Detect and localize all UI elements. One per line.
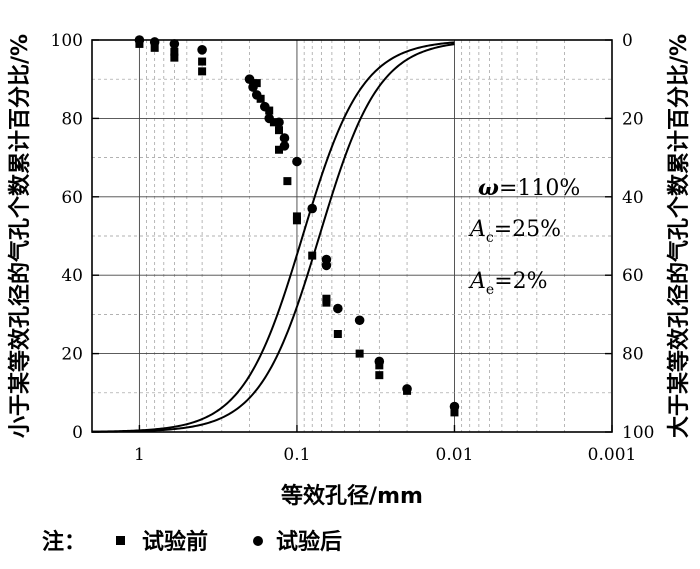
point-after xyxy=(307,203,318,214)
fitted-curve xyxy=(91,41,455,433)
point-before xyxy=(265,106,274,115)
point-before xyxy=(450,408,459,417)
y2-axis-title: 大于某等效孔径的气孔个数累计百分比/% xyxy=(666,34,692,438)
y-tick-label: 100 xyxy=(51,31,83,51)
point-after xyxy=(149,37,160,47)
x-axis-title: 等效孔径/mm xyxy=(281,483,423,509)
point-after xyxy=(244,74,255,84)
point-after xyxy=(197,45,207,55)
point-before xyxy=(170,47,179,56)
point-before xyxy=(283,177,292,186)
point-before xyxy=(274,126,283,135)
point-after xyxy=(449,401,460,412)
point-after xyxy=(402,384,412,394)
point-before xyxy=(308,251,317,260)
y-axis-title: 小于某等效孔径的气孔个数累计百分比/% xyxy=(7,34,33,438)
y2-tick-label: 100 xyxy=(622,423,654,443)
plot-frame xyxy=(91,39,613,433)
point-after xyxy=(264,113,275,124)
point-after xyxy=(248,82,258,92)
x-tick-label: 0.1 xyxy=(283,445,310,465)
legend-item-after: 试验后 xyxy=(276,529,342,555)
annotation-subscript: c xyxy=(486,230,494,246)
y2-tick-label: 40 xyxy=(622,188,644,208)
point-before xyxy=(198,57,207,66)
point-before xyxy=(256,94,265,103)
y-tick-label: 0 xyxy=(72,423,83,443)
point-after xyxy=(292,156,302,167)
point-before xyxy=(333,330,342,338)
annotation-value: =110% xyxy=(499,176,580,201)
y2-tick-label: 80 xyxy=(622,345,644,365)
annotation-subscript: e xyxy=(486,282,494,298)
point-after xyxy=(321,260,332,271)
point-before xyxy=(355,349,364,358)
point-before xyxy=(322,298,331,307)
annotation-symbol: ω xyxy=(478,175,499,201)
point-after xyxy=(251,90,262,100)
point-before xyxy=(375,371,384,380)
point-after xyxy=(279,133,290,143)
annotation-symbol: A xyxy=(468,269,486,294)
y2-tick-label: 60 xyxy=(622,266,644,286)
y-tick-label: 20 xyxy=(61,345,83,365)
annotation-0: ω=110% xyxy=(478,175,580,201)
legend-prefix: 注： xyxy=(42,529,86,555)
point-after xyxy=(279,141,290,151)
y-tick-label: 40 xyxy=(61,266,83,286)
annotation-1: Ac=25% xyxy=(468,217,561,246)
point-after xyxy=(169,39,180,49)
annotation-value: =25% xyxy=(494,217,561,242)
axis-ticks: 0 20 40 60 80 100 0 20 40 60 80 100 1 0.1 0.01 0.001 xyxy=(51,31,655,465)
point-before xyxy=(198,67,207,76)
point-after xyxy=(333,303,343,314)
y-tick-label: 60 xyxy=(61,188,83,208)
x-tick-label: 0.001 xyxy=(588,445,637,465)
y-tick-label: 80 xyxy=(61,109,83,129)
point-after xyxy=(259,101,270,112)
legend-circle-marker xyxy=(253,536,263,546)
fitted-curve xyxy=(91,43,455,433)
point-after xyxy=(274,117,284,128)
data-points xyxy=(134,35,460,417)
point-after xyxy=(354,315,365,326)
point-after xyxy=(374,356,385,367)
y2-tick-label: 20 xyxy=(622,109,644,129)
point-before xyxy=(252,79,261,88)
annotation-2: Ae=2% xyxy=(468,269,548,298)
legend-item-before: 试验前 xyxy=(142,529,208,555)
point-before xyxy=(170,53,179,62)
point-before xyxy=(274,145,283,154)
point-before xyxy=(150,43,159,52)
fitted-curves xyxy=(91,41,455,433)
point-before xyxy=(269,118,278,127)
x-tick-label: 1 xyxy=(134,445,145,465)
annotation-value: =2% xyxy=(494,269,547,294)
grid xyxy=(91,40,613,432)
legend: 注： 试验前 试验后 xyxy=(42,529,342,555)
legend-square-marker xyxy=(116,536,125,545)
parameter-annotations: ω=110%Ac=25%Ae=2% xyxy=(468,175,580,298)
y2-tick-label: 0 xyxy=(622,31,633,51)
point-before xyxy=(292,216,301,225)
x-tick-label: 0.01 xyxy=(436,445,474,465)
annotation-symbol: A xyxy=(468,217,486,242)
